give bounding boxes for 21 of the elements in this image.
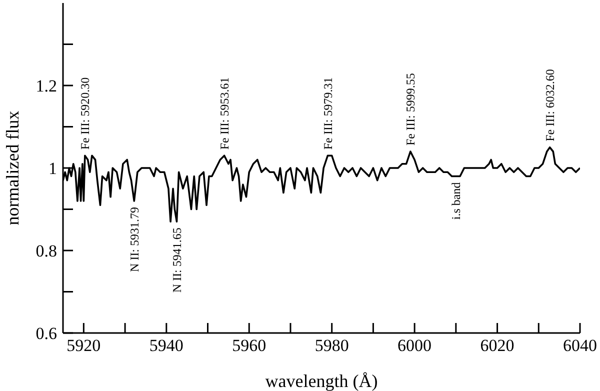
annotation: Fe III: 5953.61 [218,77,232,150]
annotation: i.s band [449,182,464,220]
x-tick-label: 5980 [314,336,349,356]
annotation: Fe III: 5920.30 [78,77,92,150]
y-tick-label: 1.2 [36,76,57,96]
x-tick-label: 5960 [232,336,266,356]
y-tick-label: 0.6 [36,324,57,344]
annotation: Fe III: 5999.55 [404,73,418,146]
y-tick-label: 0.8 [36,242,57,261]
x-tick-label: 6000 [398,336,432,356]
annotation: N II: 5941.65 [170,228,184,293]
x-tick-label: 6020 [480,336,514,356]
y-tick-label: 1 [48,159,57,178]
annotation: N II: 5931.79 [127,207,142,272]
annotation: Fe III: 6032.60 [543,69,558,142]
x-tick-label: 5940 [149,336,184,356]
x-axis-title: wavelength (Å) [265,371,378,391]
y-axis-title: normalized flux [2,110,22,226]
x-tick-label: 6040 [563,336,597,356]
annotation: Fe III: 5979.31 [320,77,335,150]
x-tick-label: 5920 [66,336,101,356]
